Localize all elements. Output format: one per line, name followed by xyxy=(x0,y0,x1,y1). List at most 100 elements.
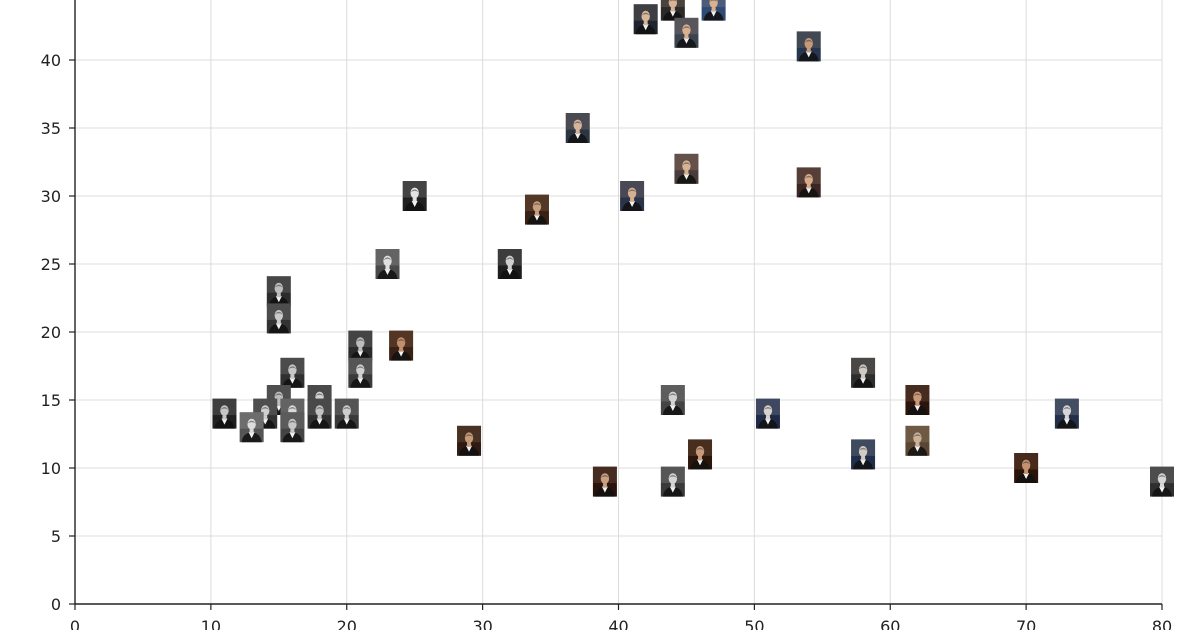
portrait-point xyxy=(375,249,400,279)
portrait-hair xyxy=(288,420,297,424)
portrait-hair xyxy=(627,189,637,193)
portrait-neck xyxy=(861,456,866,461)
x-tick-label: 80 xyxy=(1152,617,1172,630)
portrait-point xyxy=(457,425,482,456)
portrait-point xyxy=(851,357,876,388)
portrait-head xyxy=(505,255,514,267)
y-tick-label: 35 xyxy=(41,119,61,138)
portrait-collar xyxy=(384,269,391,275)
y-tick-label: 15 xyxy=(41,391,61,410)
portrait-collar xyxy=(357,377,364,384)
y-tick-label: 5 xyxy=(51,527,61,546)
portrait-head xyxy=(695,446,705,457)
portrait-head xyxy=(641,10,650,22)
portrait-collar xyxy=(316,418,323,425)
portrait-head xyxy=(274,310,284,321)
portrait-collar xyxy=(805,51,812,58)
portrait-hair xyxy=(858,366,868,370)
portrait-head xyxy=(858,446,868,457)
portrait-neck xyxy=(276,402,281,406)
portrait-point xyxy=(212,398,237,429)
portrait-collar xyxy=(669,10,676,17)
portrait-point xyxy=(565,113,590,143)
portrait-collar xyxy=(574,133,581,139)
portrait-hair xyxy=(682,26,691,30)
portrait-point xyxy=(1054,398,1079,429)
portrait-head xyxy=(288,364,297,376)
portrait-point xyxy=(633,4,658,35)
portrait-hair xyxy=(1021,461,1031,465)
portrait-hair xyxy=(383,257,392,261)
portrait-collar xyxy=(860,459,867,466)
portrait-collar xyxy=(289,377,296,384)
portrait-collar xyxy=(398,350,405,357)
portrait-point xyxy=(796,167,821,198)
portrait-head xyxy=(342,405,351,416)
portrait-hair xyxy=(858,447,868,451)
portrait-point xyxy=(524,194,549,225)
portrait-neck xyxy=(1064,415,1069,420)
portrait-hair xyxy=(410,189,419,193)
portrait-neck xyxy=(290,429,295,434)
portrait-neck xyxy=(806,184,811,189)
portrait-collar xyxy=(1159,486,1165,493)
portrait-head xyxy=(288,418,297,430)
portrait-head xyxy=(573,119,582,131)
portrait-head xyxy=(315,405,324,416)
portrait-point xyxy=(688,439,713,470)
portrait-point xyxy=(660,0,685,21)
portrait-collar xyxy=(221,418,228,425)
portrait-head xyxy=(396,337,406,348)
y-tick-label: 0 xyxy=(51,595,61,614)
portrait-point xyxy=(905,385,930,415)
portrait-hair xyxy=(274,311,284,315)
portrait-collar xyxy=(275,296,282,303)
portrait-neck xyxy=(385,266,390,270)
portrait-neck xyxy=(249,429,254,434)
data-points xyxy=(212,0,1174,497)
portrait-collar xyxy=(710,10,717,17)
portrait-head xyxy=(383,255,392,267)
portrait-hair xyxy=(356,339,365,342)
portrait-head xyxy=(1021,459,1031,471)
portrait-head xyxy=(668,0,678,8)
portrait-head xyxy=(668,391,678,403)
portrait-head xyxy=(709,0,718,8)
portrait-collar xyxy=(642,24,649,31)
portrait-collar xyxy=(248,432,255,439)
portrait-hair xyxy=(709,0,718,3)
portrait-collar xyxy=(914,445,921,452)
portrait-collar xyxy=(860,377,867,384)
portrait-head xyxy=(410,187,419,199)
portrait-head xyxy=(532,201,542,212)
portrait-hair xyxy=(464,434,474,438)
portrait-point xyxy=(851,439,876,470)
portrait-collar xyxy=(683,173,690,180)
portrait-neck xyxy=(276,293,281,298)
portrait-neck xyxy=(399,347,404,352)
portrait-hair xyxy=(260,407,270,410)
x-tick-label: 0 xyxy=(70,617,80,630)
portrait-neck xyxy=(643,21,648,26)
portrait-collar xyxy=(533,214,540,221)
portrait-point xyxy=(402,181,427,211)
portrait-hair xyxy=(804,39,814,43)
portrait-neck xyxy=(915,442,920,447)
portrait-hair xyxy=(763,407,773,410)
portrait-hair xyxy=(600,475,610,478)
portrait-head xyxy=(763,405,773,416)
portrait-collar xyxy=(275,405,282,411)
portrait-collar xyxy=(601,486,608,493)
portrait-point xyxy=(674,153,699,184)
portrait-collar xyxy=(506,269,513,275)
portrait-point xyxy=(620,181,645,211)
portrait-collar xyxy=(1063,418,1070,425)
grid xyxy=(75,0,1163,604)
portrait-head xyxy=(627,187,637,199)
y-tick-label: 30 xyxy=(41,187,61,206)
portrait-point xyxy=(334,398,359,429)
portrait-hair xyxy=(668,475,678,478)
portrait-head xyxy=(668,473,678,484)
portrait-hair xyxy=(274,393,284,397)
